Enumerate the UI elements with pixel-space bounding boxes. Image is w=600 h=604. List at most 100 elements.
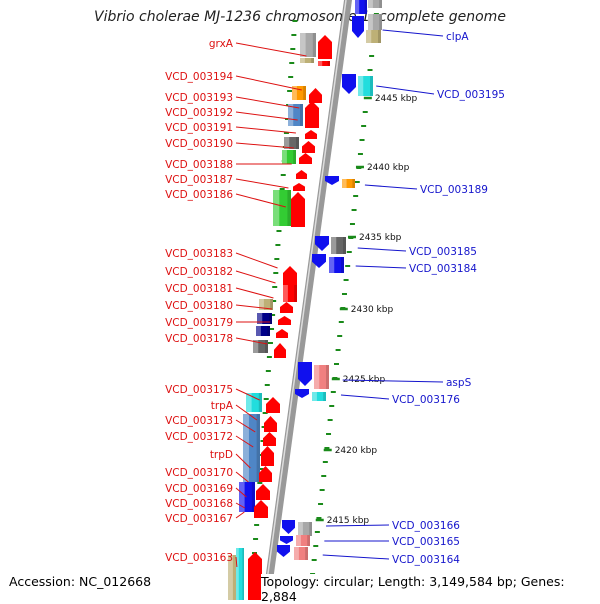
leader-line-left [235,126,296,134]
gene-label-left: VCD_003182 [165,266,233,278]
gene-shine [273,190,280,226]
gene-body [292,86,306,100]
gene-shade [256,414,260,482]
leader-line-right [357,247,407,252]
leader-line-left [235,404,258,421]
gene-arrow-down [315,236,329,251]
gene-shine [239,482,245,512]
gene-arrow-up [318,35,332,59]
gene-shine [358,76,364,96]
gene-label-left: VCD_003187 [165,174,233,186]
leader-line-left [235,96,300,109]
gene-shade [267,326,270,336]
leader-line-right [342,379,444,383]
map-title: Vibrio cholerae MJ-1236 chromosome 1, co… [94,9,506,25]
leader-line-left [235,435,254,448]
scale-label: 2440 kbp [367,163,410,173]
leader-line-left [235,287,274,299]
gene-label-right: VCD_003166 [392,520,460,532]
gene-label-left: VCD_003172 [165,431,233,443]
gene-block [368,14,382,30]
gene-shine [318,61,323,66]
leader-line-left [235,252,278,269]
gene-arrow-down [298,362,312,386]
topology-text: Topology: circular; Length: 3,149,584 bp… [261,574,600,604]
gene-arrow-up [305,101,319,128]
leader-line-left [235,337,268,345]
gene-arrow-up [276,329,288,338]
gene-shade [307,535,310,546]
gene-block [256,326,270,336]
gene-body [368,0,382,8]
gene-shade [265,340,268,353]
gene-shine [253,340,259,353]
gene-arrow-up [256,484,270,500]
gene-arrow-down [352,16,364,38]
gene-block [314,365,329,389]
gene-body [273,190,291,226]
gene-label-left: VCD_003194 [165,71,233,83]
gene-block [331,237,346,254]
gene-body [257,313,272,324]
leader-line-right [376,85,435,95]
gene-block [257,313,272,324]
gene-body [283,285,297,302]
gene-shade [269,313,272,324]
leader-line-left [235,142,294,149]
gene-label-left: VCD_003170 [165,467,233,479]
gene-body [296,535,310,546]
leader-line-left [235,270,276,284]
gene-arrow-up [259,466,272,482]
gene-shine [331,237,337,254]
gene-block [273,190,291,226]
gene-block [329,257,344,273]
gene-label-right: VCD_003185 [409,246,477,258]
gene-shade [309,522,312,536]
gene-shade [270,299,273,310]
gene-shade [379,14,382,30]
gene-label-left: VCD_003179 [165,317,233,329]
gene-label-left: VCD_003193 [165,92,233,104]
gene-shade [323,392,326,401]
gene-label-left: VCD_003175 [165,384,233,396]
gene-block [284,137,299,149]
gene-shine [288,104,294,126]
gene-arrow-up [254,500,268,518]
gene-shade [370,76,373,96]
gene-arrow-down [325,176,339,185]
gene-shade [378,30,381,43]
gene-block [366,30,381,43]
gene-body [312,392,326,401]
gene-label-left: VCD_003168 [165,498,233,510]
leader-line-left [235,304,273,310]
gene-label-right: VCD_003165 [392,536,460,548]
leader-line-left [235,419,256,433]
scale-label: 2430 kbp [351,305,394,315]
gene-shade [341,257,344,273]
gene-label-left: VCD_003180 [165,300,233,312]
gene-shine [246,393,252,412]
gene-arrow-up [261,446,274,466]
gene-body [318,61,330,66]
gene-arrow-up [283,266,297,286]
gene-label-right: VCD_003195 [437,89,505,101]
scale-label: 2420 kbp [335,446,378,456]
leader-line-right [326,524,390,527]
gene-block [246,393,262,412]
gene-label-right: VCD_003184 [409,263,477,275]
gene-shade [352,179,355,188]
gene-label-left: VCD_003191 [165,122,233,134]
scale-label: 2435 kbp [359,233,402,243]
gene-body [282,150,296,164]
leader-line-left [235,511,245,519]
gene-body [368,14,382,30]
gene-label-right: VCD_003176 [392,394,460,406]
gene-shine [257,313,263,324]
gene-body [298,522,312,536]
gene-block [236,548,244,600]
gene-shade [312,33,316,57]
gene-shade [303,86,306,100]
gene-arrow-down [312,254,326,268]
label-layer: grxA VCD_003194 VCD_003193 VCD_003192 VCD_00… [165,31,505,566]
